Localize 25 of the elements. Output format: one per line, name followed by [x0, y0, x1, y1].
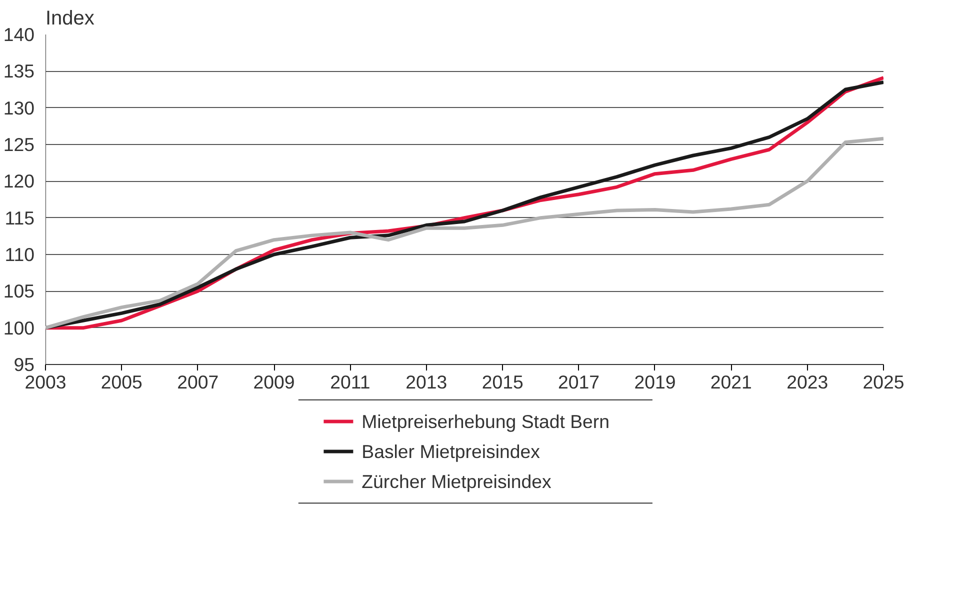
legend-label: Mietpreiserhebung Stadt Bern: [362, 411, 610, 432]
y-axis-title: Index: [46, 8, 94, 30]
y-tick-label: 100: [3, 317, 35, 338]
y-tick-label: 140: [3, 24, 35, 45]
x-tick-label: 2019: [634, 372, 676, 392]
y-tick-label: 135: [3, 60, 35, 82]
y-tick-label: 105: [3, 280, 35, 302]
x-tick-label: 2009: [253, 372, 295, 392]
y-tick-label: 115: [4, 207, 35, 228]
y-tick-label: 110: [4, 244, 35, 265]
x-tick-label: 2005: [100, 372, 142, 392]
line-series: [46, 136, 884, 330]
x-tick-label: 2015: [482, 372, 524, 392]
x-tick-label: 2021: [710, 372, 752, 392]
x-tick-label: 2017: [558, 372, 600, 392]
legend-label: Basler Mietpreisindex: [362, 441, 541, 462]
x-tick-label: 2013: [406, 372, 448, 392]
x-tick-label: 2011: [330, 372, 370, 392]
y-tick-label: 120: [3, 170, 35, 192]
x-tick-label: 2023: [786, 372, 828, 392]
y-tick-label: 130: [3, 97, 35, 118]
y-tick-label: 125: [3, 134, 35, 155]
x-tick-label: 2025: [862, 372, 904, 392]
legend-label: Zürcher Mietpreisindex: [362, 471, 552, 492]
x-tick-label: 2007: [177, 372, 219, 392]
